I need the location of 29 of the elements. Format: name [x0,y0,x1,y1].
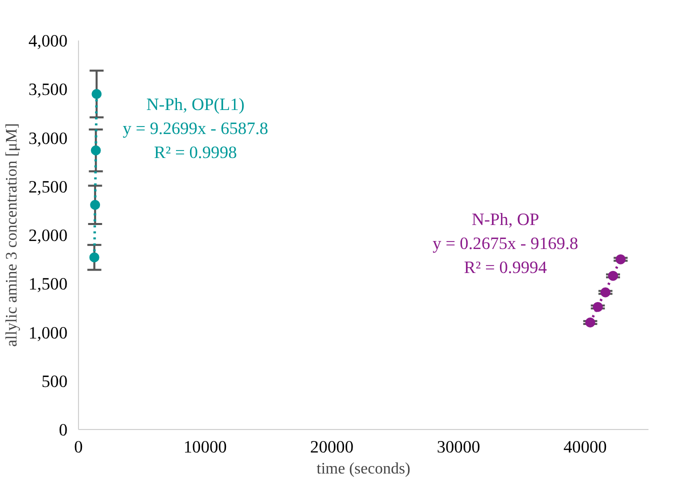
annotation: R² = 0.9994 [464,258,548,277]
y-tick-label: 3,500 [28,80,68,100]
annotation: y = 9.2699x - 6587.8 [122,119,268,138]
text: N-Ph, OP(L1) [146,95,245,114]
y-tick-label: 500 [42,372,68,391]
y-tick-label: 2,000 [28,226,68,245]
point [89,252,100,262]
x-tick-label: 40000 [564,438,607,456]
point [92,88,102,99]
y-tick-label: 0 [58,420,68,440]
y-axis-title: allylic amine 3 concentration [μM] [4,123,21,347]
point [585,318,596,328]
x-tick-label: 0 [74,438,83,456]
y-tick-label: 4,000 [28,32,68,50]
y-tick-label: 2,500 [28,177,68,196]
point [608,270,618,281]
x-tick-label: 20000 [310,438,354,456]
x-tick-label: 10000 [184,438,227,456]
point [616,254,626,264]
y-tick-label: 1,500 [28,274,68,294]
x-axis-title: time (seconds) [316,460,410,478]
text: N-Ph, OP [472,210,540,229]
annotation: y = 0.2675x - 9169.8 [432,234,578,253]
point [600,287,610,298]
y-tick-label: 3,000 [28,128,68,148]
x-tick-label: 30000 [436,438,480,456]
y-tick-label: 1,000 [28,323,68,342]
annotation: R² = 0.9998 [154,143,237,162]
point [592,302,603,312]
